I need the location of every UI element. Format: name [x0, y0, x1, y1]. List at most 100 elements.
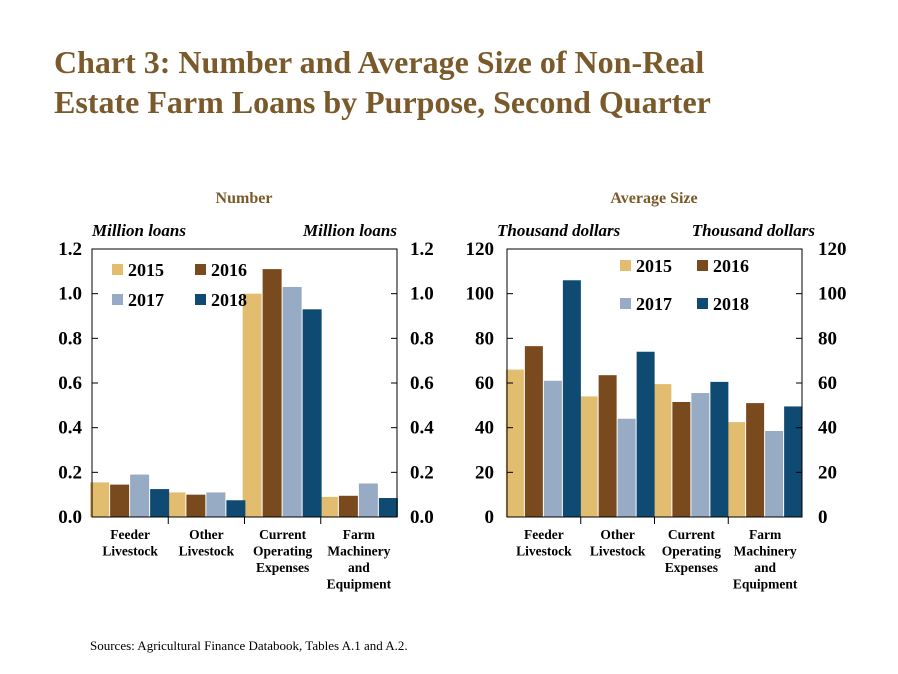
avgsize-ytick-label-left-0: 0 [485, 507, 495, 528]
number-xlabel-3-2: and [348, 560, 370, 575]
avgsize-bar-2015-0 [505, 369, 524, 517]
number-bar-2016-2 [262, 269, 282, 517]
avgsize-bar-2017-1 [617, 418, 636, 517]
source-note: Sources: Agricultural Finance Databook, … [90, 638, 408, 653]
avgsize-bar-2015-1 [579, 396, 598, 517]
number-bar-2015-0 [90, 482, 110, 517]
number-xlabel-2-0: Current [259, 527, 306, 542]
avgsize-xlabel-0-0: Feeder [524, 527, 564, 542]
number-legend-swatch-2018 [195, 294, 206, 305]
number-ytick-label-right-2: 0.4 [410, 418, 434, 439]
avgsize-bar-2017-0 [543, 380, 562, 517]
avgsize-ytick-label-left-2: 40 [475, 418, 494, 439]
avgsize-xlabel-3-0: Farm [749, 527, 782, 542]
avgsize-bar-2016-0 [524, 346, 543, 517]
avgsize-ytick-label-left-6: 120 [466, 239, 495, 260]
number-xlabel-0-1: Livestock [102, 544, 158, 559]
avgsize-bar-2016-1 [598, 375, 617, 517]
avgsize-legend-swatch-2018 [697, 298, 708, 309]
number-bar-2016-3 [338, 495, 358, 517]
avgsize-bar-2018-3 [784, 406, 803, 517]
avgsize-ytick-label-right-2: 40 [818, 418, 837, 439]
avgsize-ytick-label-right-6: 120 [818, 239, 847, 260]
avgsize-legend-label-2015: 2015 [636, 256, 672, 276]
avgsize-legend-swatch-2017 [620, 298, 631, 309]
number-xlabel-3-0: Farm [343, 527, 376, 542]
number-bar-2017-2 [282, 286, 302, 517]
number-ytick-label-right-3: 0.6 [410, 373, 434, 394]
number-bar-2018-0 [150, 489, 170, 517]
number-unit-left: Million loans [91, 221, 186, 240]
number-xlabel-2-2: Expenses [256, 560, 309, 575]
avgsize-xlabel-3-1: Machinery [734, 544, 797, 559]
avgsize-xlabel-1-0: Other [600, 527, 635, 542]
avgsize-bar-2017-3 [765, 431, 784, 517]
avgsize-ytick-label-right-1: 20 [818, 462, 837, 483]
number-bar-2016-0 [110, 484, 130, 517]
number-bar-2018-1 [226, 500, 246, 517]
number-ytick-label-right-6: 1.2 [410, 239, 434, 260]
number-ytick-label-left-1: 0.2 [58, 462, 82, 483]
number-bar-2018-2 [302, 309, 322, 517]
number-legend-swatch-2017 [112, 294, 123, 305]
number-ytick-label-right-0: 0.0 [410, 507, 434, 528]
avgsize-legend-label-2018: 2018 [713, 294, 749, 314]
number-bar-2016-1 [186, 494, 206, 517]
avgsize-xlabel-3-3: Equipment [733, 577, 798, 592]
avgsize-ytick-label-right-3: 60 [818, 373, 837, 394]
avgsize-ytick-label-left-5: 100 [466, 284, 495, 305]
avgsize-legend-label-2016: 2016 [713, 256, 749, 276]
avgsize-bar-2015-2 [653, 384, 672, 517]
number-bar-2015-3 [318, 496, 338, 517]
avgsize-title: Average Size [610, 190, 697, 207]
number-bar-2015-1 [166, 492, 186, 517]
title-line-2: Estate Farm Loans by Purpose, Second Qua… [54, 84, 711, 120]
number-ytick-label-left-2: 0.4 [58, 418, 82, 439]
number-xlabel-1-0: Other [189, 527, 224, 542]
avgsize-ytick-label-right-0: 0 [818, 507, 828, 528]
avgsize-unit-left: Thousand dollars [497, 221, 621, 240]
number-bar-2017-3 [358, 483, 378, 517]
number-legend-label-2017: 2017 [128, 290, 164, 310]
number-bar-2017-0 [130, 474, 150, 517]
avgsize-ytick-label-left-4: 80 [475, 328, 494, 349]
number-ytick-label-left-5: 1.0 [58, 284, 82, 305]
avgsize-bar-2015-3 [727, 422, 746, 517]
avgsize-bar-2018-1 [636, 351, 655, 517]
avgsize-ytick-label-left-3: 60 [475, 373, 494, 394]
avgsize-unit-right: Thousand dollars [692, 221, 816, 240]
avgsize-xlabel-2-0: Current [668, 527, 715, 542]
avgsize-xlabel-2-1: Operating [662, 544, 721, 559]
number-legend-swatch-2016 [195, 264, 206, 275]
number-unit-right: Million loans [302, 221, 397, 240]
avgsize-legend-label-2017: 2017 [636, 294, 672, 314]
avgsize-xlabel-2-2: Expenses [665, 560, 718, 575]
number-legend-label-2016: 2016 [211, 260, 247, 280]
avgsize-legend-swatch-2015 [620, 260, 631, 271]
chart-title: Chart 3: Number and Average Size of Non-… [54, 42, 854, 122]
title-line-1: Chart 3: Number and Average Size of Non-… [54, 44, 705, 80]
avgsize-xlabel-0-1: Livestock [516, 544, 572, 559]
number-ytick-label-left-3: 0.6 [58, 373, 82, 394]
avgsize-xlabel-1-1: Livestock [590, 544, 646, 559]
number-legend-label-2015: 2015 [128, 260, 164, 280]
number-xlabel-2-1: Operating [253, 544, 312, 559]
avgsize-bar-2018-0 [562, 280, 581, 517]
number-ytick-label-left-6: 1.2 [58, 239, 82, 260]
number-bar-2017-1 [206, 492, 226, 517]
avgsize-ytick-label-right-4: 80 [818, 328, 837, 349]
number-legend-swatch-2015 [112, 264, 123, 275]
number-xlabel-0-0: Feeder [110, 527, 150, 542]
number-title: Number [216, 190, 273, 207]
avgsize-ytick-label-right-5: 100 [818, 284, 847, 305]
number-xlabel-3-1: Machinery [327, 544, 390, 559]
avgsize-bar-2016-3 [746, 403, 765, 517]
number-xlabel-3-3: Equipment [327, 577, 392, 592]
number-ytick-label-right-5: 1.0 [410, 284, 434, 305]
avgsize-xlabel-3-2: and [754, 560, 776, 575]
number-ytick-label-left-4: 0.8 [58, 328, 82, 349]
avgsize-ytick-label-left-1: 20 [475, 462, 494, 483]
avgsize-legend-swatch-2016 [697, 260, 708, 271]
avgsize-bar-2016-2 [672, 401, 691, 517]
